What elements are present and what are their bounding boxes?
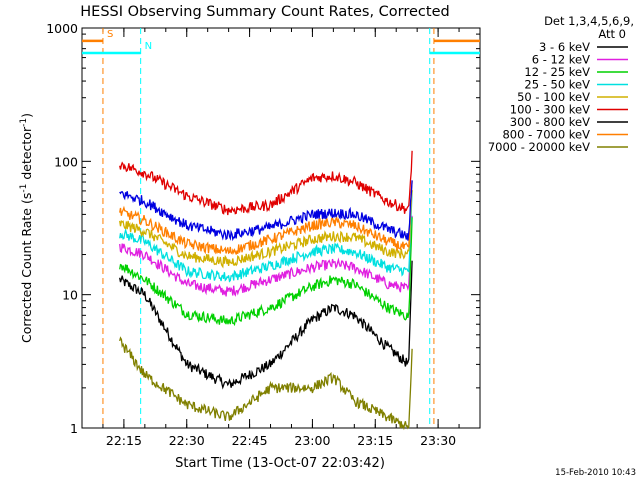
x-tick-label: 22:30 <box>169 433 205 448</box>
legend-label: 3 - 6 keV <box>539 40 590 54</box>
series-line <box>119 180 413 242</box>
legend-label: 7000 - 20000 keV <box>488 140 590 154</box>
legend-header-line-2: Att 0 <box>598 27 626 41</box>
y-tick-label: 10 <box>62 288 78 303</box>
legend-label: 12 - 25 keV <box>524 65 590 79</box>
legend-header-line-1: Det 1,3,4,5,6,9, <box>544 14 634 28</box>
flag-label: N <box>145 41 152 52</box>
series-line <box>119 217 413 327</box>
x-tick-label: 23:15 <box>357 433 393 448</box>
x-tick-label: 22:15 <box>106 433 142 448</box>
chart-title: HESSI Observing Summary Count Rates, Cor… <box>80 4 449 20</box>
series-line <box>119 180 413 255</box>
legend-label: 6 - 12 keV <box>532 53 590 67</box>
series-line <box>119 190 413 283</box>
timestamp: 15-Feb-2010 10:43 <box>555 468 636 478</box>
x-tick-label: 23:00 <box>294 433 330 448</box>
y-tick-label: 1000 <box>46 21 78 36</box>
legend-label: 50 - 100 keV <box>517 90 590 104</box>
x-axis-label: Start Time (13-Oct-07 22:03:42) <box>175 456 385 471</box>
data-series <box>119 150 413 431</box>
y-axis-label: Corrected Count Rate (s-1 detector-1) <box>19 113 34 343</box>
legend-label: 100 - 300 keV <box>510 103 590 117</box>
y-tick-label: 100 <box>54 154 78 169</box>
flag-label: S <box>107 29 113 40</box>
observing-flags: SN <box>82 28 480 428</box>
legend-label: 25 - 50 keV <box>524 78 590 92</box>
x-tick-label: 23:30 <box>420 433 456 448</box>
series-line <box>119 260 413 390</box>
series-line <box>119 189 413 269</box>
y-tick-label: 1 <box>70 421 78 436</box>
axis-ticks: 22:15 22:30 22:45 23:00 23:15 23:30 1 10 100 1000 <box>46 21 481 448</box>
x-tick-label: 22:45 <box>232 433 268 448</box>
plot-frame <box>81 27 481 429</box>
legend-label: 300 - 800 keV <box>510 115 590 129</box>
legend-label: 800 - 7000 keV <box>502 128 590 142</box>
series-line <box>119 336 413 431</box>
series-line <box>119 215 413 297</box>
series-line <box>119 150 413 216</box>
